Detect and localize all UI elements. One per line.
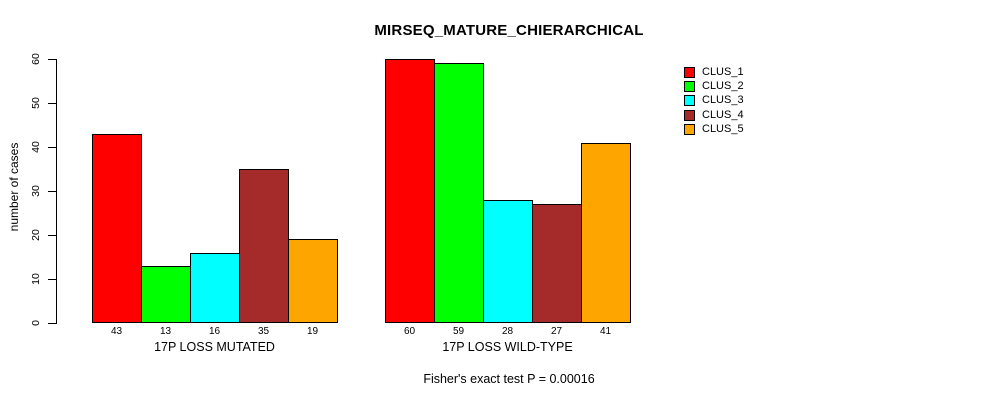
y-tick-label: 60 [30,53,42,65]
legend-swatch-clus_1 [684,66,695,78]
y-axis-line [56,59,57,324]
legend-item-clus_4: CLUS_4 [684,108,744,122]
bar-clus_1-group2 [385,59,435,323]
bar-value-label: 60 [403,326,416,337]
bar-clus_1-group1 [92,134,142,323]
legend: CLUS_1 CLUS_2 CLUS_3 CLUS_4 CLUS_5 [684,65,744,137]
bar-clus_4-group2 [532,204,582,323]
chart-title: MIRSEQ_MATURE_CHIERARCHICAL [374,22,644,39]
y-tick-mark [48,59,56,60]
y-tick-mark [48,323,56,324]
bar-value-label: 35 [257,326,270,337]
bar-clus_3-group1 [190,253,240,323]
legend-item-clus_3: CLUS_3 [684,94,744,108]
bar-value-label: 43 [110,326,123,337]
bar-value-label: 19 [306,326,319,337]
bar-value-label: 41 [599,326,612,337]
y-tick-label: 30 [30,185,42,197]
legend-label: CLUS_1 [702,65,744,78]
bar-value-label: 59 [452,326,465,337]
category-label: 17P LOSS WILD-TYPE [442,340,573,354]
annotation-text: Fisher's exact test P = 0.00016 [423,372,595,386]
legend-swatch-clus_3 [684,95,695,107]
legend-label: CLUS_2 [702,80,744,93]
legend-item-clus_1: CLUS_1 [684,65,744,79]
chart-title-row: MIRSEQ_MATURE_CHIERARCHICAL [57,22,961,39]
annotation-row: Fisher's exact test P = 0.00016 [57,372,961,386]
y-tick-label: 50 [30,97,42,109]
y-axis-label: number of cases [7,142,21,232]
category-label: 17P LOSS MUTATED [154,340,275,354]
legend-item-clus_5: CLUS_5 [684,123,744,137]
bar-clus_2-group1 [141,266,191,323]
y-tick-mark [48,103,56,104]
bar-value-label: 27 [550,326,563,337]
bar-clus_5-group1 [288,239,338,323]
y-tick-mark [48,235,56,236]
legend-swatch-clus_2 [684,81,695,93]
legend-label: CLUS_3 [702,94,744,107]
y-tick-label: 0 [30,320,42,326]
legend-item-clus_2: CLUS_2 [684,79,744,93]
bar-value-label: 16 [208,326,221,337]
bar-value-label: 28 [501,326,514,337]
y-tick-label: 10 [30,273,42,285]
bar-clus_2-group2 [434,63,484,323]
y-tick-mark [48,147,56,148]
y-tick-label: 20 [30,229,42,241]
legend-label: CLUS_5 [702,123,744,136]
legend-swatch-clus_4 [684,109,695,121]
legend-label: CLUS_4 [702,108,744,121]
bar-clus_5-group2 [581,143,631,323]
y-tick-mark [48,279,56,280]
legend-swatch-clus_5 [684,124,695,136]
bar-clus_3-group2 [483,200,533,323]
y-tick-label: 40 [30,141,42,153]
bar-clus_4-group1 [239,169,289,323]
y-tick-mark [48,191,56,192]
bar-value-label: 13 [159,326,172,337]
